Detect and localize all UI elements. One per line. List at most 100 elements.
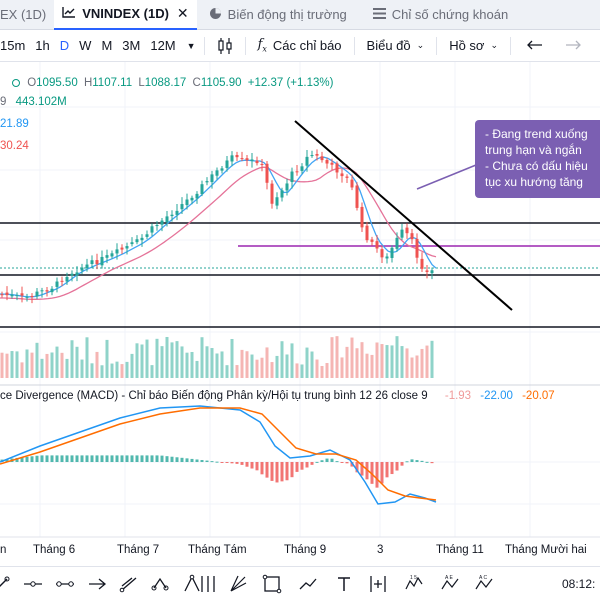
candle-body — [430, 270, 434, 274]
pattern-icon[interactable] — [182, 574, 202, 594]
macd-hist-bar — [420, 460, 424, 462]
candle-body — [265, 163, 269, 183]
volume-bar — [360, 342, 364, 378]
macd-hist-bar — [100, 455, 104, 462]
chart-menu-button[interactable]: Biểu đồ ⌄ — [363, 38, 429, 53]
macd-hist-bar — [370, 462, 374, 484]
volume-bar — [75, 346, 79, 378]
volume-bar — [25, 349, 29, 378]
trendline-icon[interactable] — [23, 574, 43, 594]
candle-body — [140, 237, 144, 241]
toolbar-divider — [244, 36, 246, 55]
macd-hist-bar — [295, 462, 299, 472]
long-position-icon[interactable] — [368, 574, 388, 594]
candle-body — [165, 216, 169, 223]
volume-bar — [395, 336, 399, 378]
volume-bar — [290, 343, 294, 378]
volume-bar — [415, 355, 419, 378]
time-axis-label: 3 — [377, 544, 384, 556]
candle-body — [325, 159, 329, 164]
macd-hist-bar — [400, 462, 404, 466]
candle-body — [150, 226, 154, 233]
interval-3m[interactable]: 3M — [122, 38, 141, 53]
candle-body — [45, 290, 49, 292]
indicators-label: Các chỉ báo — [272, 38, 342, 53]
macd-hist-bar — [170, 456, 174, 462]
brush-icon[interactable] — [198, 574, 218, 594]
indicators-button[interactable]: fx Các chỉ báo — [254, 37, 346, 54]
macd-hist-bar — [210, 461, 214, 463]
undo-button[interactable] — [523, 39, 547, 53]
elliott-wave-icon[interactable]: 1 5 — [404, 574, 424, 594]
candle-body — [380, 249, 384, 258]
annotation-callout[interactable]: - Đang trend xuống trung hạn và ngắn - C… — [475, 120, 600, 198]
interval-12m[interactable]: 12M — [150, 38, 176, 53]
macd-hist-bar — [55, 455, 59, 462]
fib-icon[interactable] — [119, 574, 139, 594]
macd-hist-bar — [190, 458, 194, 462]
candlestick-type-icon[interactable] — [213, 37, 237, 55]
svg-text:A C: A C — [479, 575, 487, 581]
tab-stock-index[interactable]: Chỉ số chứng khoán — [365, 0, 516, 30]
macd-hist-bar — [395, 462, 399, 471]
candlestick-series — [0, 149, 434, 304]
undo-icon — [527, 40, 542, 49]
pitchfork-icon[interactable] — [150, 574, 170, 594]
tab-market-movement[interactable]: Biến động thị trường — [201, 0, 355, 30]
candle-body — [60, 280, 64, 282]
candle-body — [20, 293, 24, 296]
volume-bar — [390, 345, 394, 378]
fan-icon[interactable] — [228, 574, 248, 594]
candle-body — [25, 296, 29, 298]
volume-bar — [0, 352, 4, 378]
horizontal-line-icon[interactable] — [55, 574, 75, 594]
tab-exchange[interactable]: EX (1D) — [0, 0, 54, 30]
candle-body — [330, 162, 334, 165]
interval-m[interactable]: M — [101, 38, 113, 53]
toolbar-divider — [203, 36, 205, 55]
close-icon[interactable]: ✕ — [176, 5, 189, 21]
pattern-abcd-icon[interactable]: A E — [440, 574, 460, 594]
cycle-icon[interactable]: A C — [474, 574, 494, 594]
macd-hist-bar — [265, 462, 269, 478]
volume-bar — [60, 352, 64, 378]
interval-d[interactable]: D — [59, 38, 70, 53]
macd-hist-bar — [175, 457, 179, 462]
chart-menu-label: Biểu đồ — [366, 38, 411, 53]
ma-fast-line — [0, 156, 437, 298]
rectangle-icon[interactable] — [262, 574, 282, 594]
macd-hist-bar — [185, 458, 189, 462]
volume-bar — [225, 365, 229, 378]
macd-hist-bar — [85, 455, 89, 462]
path-icon[interactable] — [298, 574, 318, 594]
macd-hist-bar — [35, 455, 39, 462]
macd-hist-bar — [240, 462, 244, 465]
interval-15m[interactable]: 15m — [0, 38, 26, 53]
parallel-channel-icon[interactable] — [87, 574, 107, 594]
macd-hist-bar — [350, 462, 354, 467]
volume-bar — [90, 363, 94, 378]
candle-body — [80, 267, 84, 271]
redo-button[interactable] — [561, 39, 585, 53]
volume-bar — [335, 336, 339, 378]
volume-bar — [45, 353, 49, 378]
candle-body — [210, 174, 214, 183]
interval-w[interactable]: W — [79, 38, 92, 53]
candle-body — [390, 247, 394, 258]
macd-hist-bar — [25, 456, 29, 462]
crosshair-icon[interactable] — [0, 574, 12, 594]
macd-hist-bar — [430, 462, 434, 464]
volume-bar — [315, 359, 319, 378]
toolbar-divider — [436, 36, 438, 55]
macd-line-value: -22.00 — [480, 390, 513, 402]
interval-1h[interactable]: 1h — [35, 38, 50, 53]
candle-body — [135, 239, 139, 243]
profile-menu-button[interactable]: Hồ sơ ⌄ — [445, 38, 502, 53]
fx-icon: fx — [257, 37, 267, 54]
macd-hist-bar — [280, 462, 284, 482]
chevron-down-icon[interactable]: ▼ — [186, 40, 196, 51]
text-icon[interactable] — [334, 574, 354, 594]
volume-bar — [185, 352, 189, 378]
tab-vnindex[interactable]: VNINDEX (1D) ✕ — [54, 0, 197, 30]
